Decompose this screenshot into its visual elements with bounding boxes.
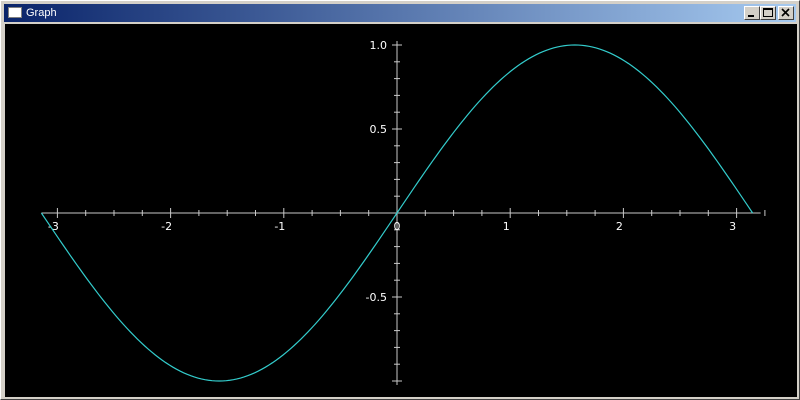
close-icon	[781, 8, 790, 17]
window-title: Graph	[26, 7, 57, 19]
minimize-button[interactable]	[744, 6, 760, 20]
close-button[interactable]	[778, 6, 794, 20]
ticks	[56, 44, 766, 382]
y-tick-label: 0.5	[370, 123, 388, 136]
tick-labels: -3 -2 -1 0 1 2 3 1.0 0.5 -0.5	[48, 39, 736, 304]
y-tick-label: 1.0	[370, 39, 388, 52]
y-tick-label: -0.5	[366, 291, 387, 304]
x-tick-label: 3	[729, 220, 736, 233]
title-bar[interactable]: Graph	[4, 4, 796, 22]
x-tick-label: 1	[503, 220, 510, 233]
maximize-button[interactable]	[760, 6, 776, 20]
x-tick-label: 0	[394, 220, 401, 233]
x-tick-label: -3	[48, 220, 59, 233]
minimize-icon	[748, 15, 754, 17]
x-tick-label: -1	[274, 220, 285, 233]
x-tick-label: -2	[161, 220, 172, 233]
x-tick-label: 2	[616, 220, 623, 233]
graph-canvas[interactable]: -3 -2 -1 0 1 2 3 1.0 0.5 -0.5	[5, 24, 797, 397]
sine-curve	[40, 44, 754, 382]
sine-plot: -3 -2 -1 0 1 2 3 1.0 0.5 -0.5	[40, 39, 766, 385]
window-icon[interactable]	[8, 7, 22, 18]
maximize-icon	[763, 8, 773, 17]
